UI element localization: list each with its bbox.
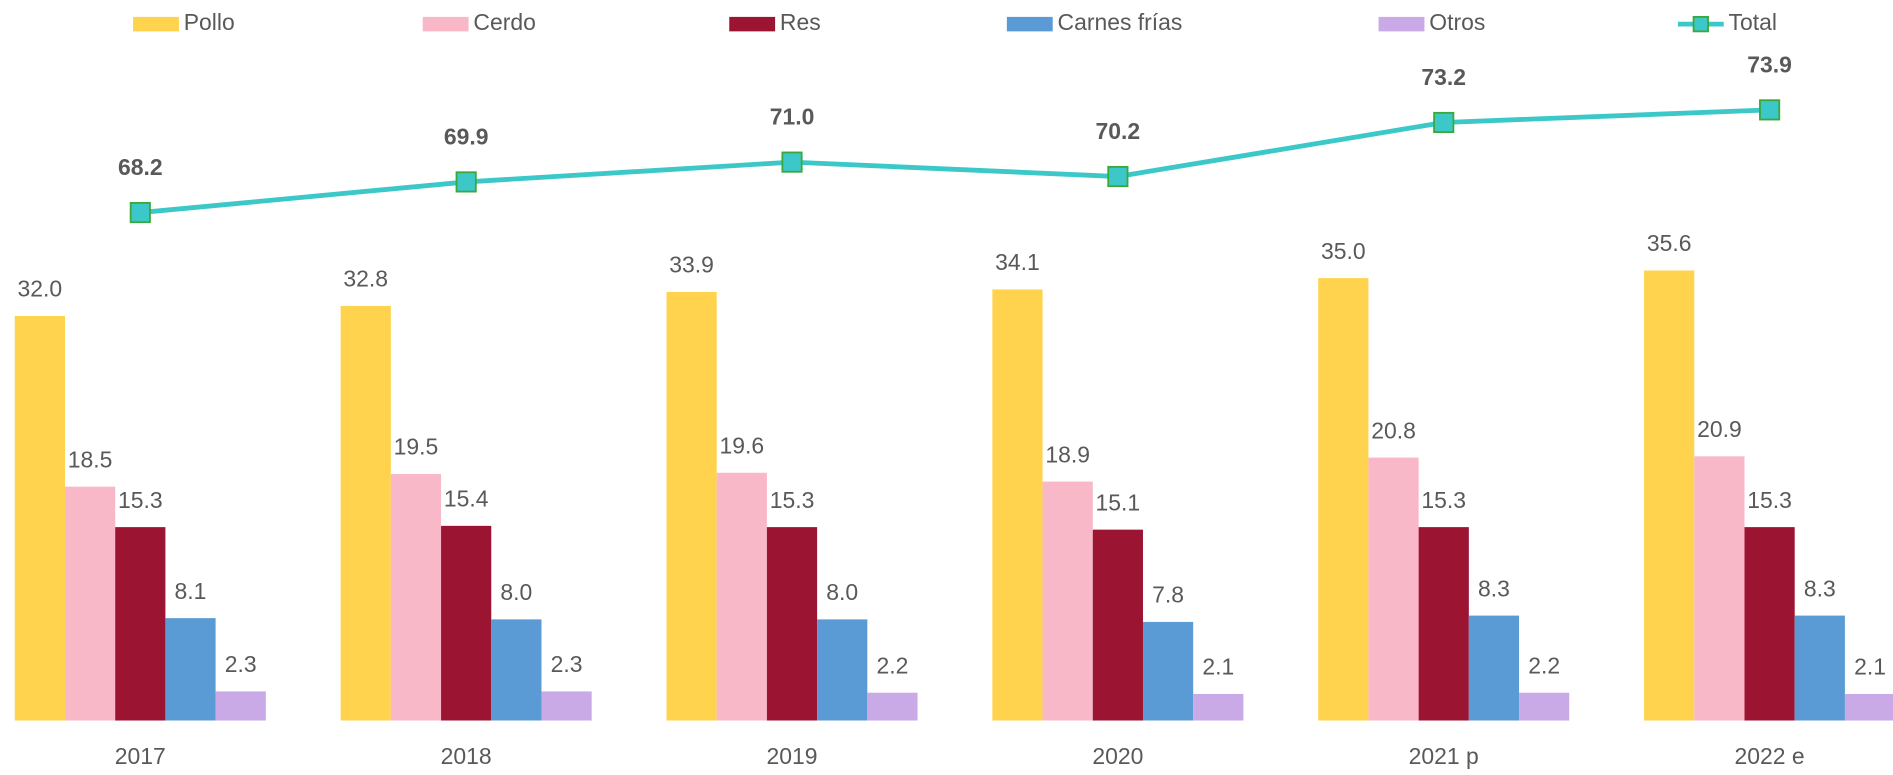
- data-label: 32.0: [18, 276, 63, 302]
- data-label: 2.3: [551, 651, 583, 677]
- data-label: 18.5: [68, 446, 113, 472]
- legend-label: Total: [1729, 9, 1777, 35]
- data-label: 15.3: [770, 487, 815, 513]
- legend-label: Otros: [1429, 9, 1485, 35]
- bar: [1744, 527, 1795, 721]
- data-label: 18.9: [1045, 441, 1090, 467]
- bar: [1468, 615, 1520, 721]
- marker: [781, 151, 803, 173]
- data-label: 8.1: [175, 578, 207, 604]
- data-label: 19.5: [394, 434, 439, 460]
- data-label: 70.2: [1096, 118, 1141, 144]
- data-label: 2.1: [1854, 654, 1886, 680]
- data-label: 35.0: [1321, 238, 1366, 264]
- bar: [1519, 692, 1570, 721]
- data-label: 68.2: [118, 154, 163, 180]
- data-label: 32.8: [343, 266, 388, 292]
- x-tick-label: 2020: [1092, 743, 1143, 769]
- legend-label: Res: [780, 9, 821, 35]
- x-tick-label: 2017: [115, 743, 166, 769]
- bar: [64, 486, 116, 721]
- legend-swatch: [1006, 16, 1053, 32]
- bar: [1844, 693, 1893, 721]
- bar: [1694, 456, 1745, 721]
- bar: [1092, 529, 1143, 721]
- data-label: 34.1: [995, 249, 1040, 275]
- bar: [666, 291, 717, 721]
- bar: [441, 525, 492, 721]
- bar: [390, 474, 442, 721]
- data-label: 2.3: [225, 651, 257, 677]
- data-label: 71.0: [770, 104, 815, 130]
- data-label: 8.3: [1478, 575, 1510, 601]
- bar: [867, 692, 918, 721]
- bar: [491, 619, 542, 721]
- bar: [1644, 270, 1695, 721]
- x-tick-label: 2018: [441, 743, 492, 769]
- legend-swatch: [729, 16, 776, 32]
- data-label: 35.6: [1647, 230, 1692, 256]
- data-label: 15.3: [1747, 487, 1792, 513]
- data-label: 7.8: [1152, 582, 1184, 608]
- bar: [992, 289, 1043, 721]
- legend-label: Pollo: [184, 9, 235, 35]
- legend-swatch: [422, 16, 469, 32]
- bar: [766, 527, 818, 721]
- bar: [541, 691, 592, 721]
- bar: [1418, 527, 1469, 721]
- data-label: 8.0: [500, 579, 532, 605]
- bar: [1318, 278, 1369, 721]
- x-tick-label: 2019: [767, 743, 818, 769]
- bar: [1193, 693, 1244, 721]
- data-label: 15.3: [118, 487, 163, 513]
- data-label: 8.3: [1804, 575, 1836, 601]
- x-tick-label: 2022 e: [1735, 743, 1805, 769]
- bar: [1368, 457, 1419, 721]
- legend-label: Cerdo: [473, 9, 535, 35]
- marker: [1433, 111, 1455, 134]
- data-label: 15.3: [1421, 487, 1466, 513]
- marker: [1107, 165, 1129, 188]
- data-label: 69.9: [444, 124, 489, 150]
- legend-swatch: [133, 16, 179, 32]
- line: [140, 107, 1770, 215]
- data-label: 8.0: [826, 579, 858, 605]
- data-label: 2.2: [876, 652, 908, 678]
- legend-label: Carnes frías: [1058, 9, 1183, 35]
- marker: [1759, 99, 1781, 121]
- data-label: 2.2: [1528, 652, 1560, 678]
- bar: [716, 472, 767, 721]
- data-label: 19.6: [719, 432, 764, 458]
- bar: [340, 305, 391, 721]
- data-label: 2.1: [1202, 654, 1234, 680]
- marker: [455, 171, 477, 193]
- bar: [115, 527, 166, 721]
- data-label: 73.2: [1421, 64, 1466, 90]
- bar: [165, 618, 216, 721]
- bar: [1142, 621, 1194, 721]
- bar: [1794, 615, 1845, 721]
- bar: [1042, 481, 1093, 721]
- legend-swatch: [1378, 16, 1425, 32]
- data-label: 15.4: [444, 486, 489, 512]
- data-label: 73.9: [1747, 51, 1792, 77]
- data-label: 20.8: [1371, 417, 1416, 443]
- data-label: 33.9: [669, 252, 714, 278]
- bar: [215, 691, 266, 721]
- bar: [14, 316, 65, 721]
- data-label: 20.9: [1697, 416, 1742, 442]
- marker: [129, 201, 151, 224]
- data-label: 15.1: [1096, 489, 1141, 515]
- legend-marker: [1692, 15, 1709, 33]
- x-tick-label: 2021 p: [1409, 743, 1479, 769]
- bar: [817, 619, 868, 721]
